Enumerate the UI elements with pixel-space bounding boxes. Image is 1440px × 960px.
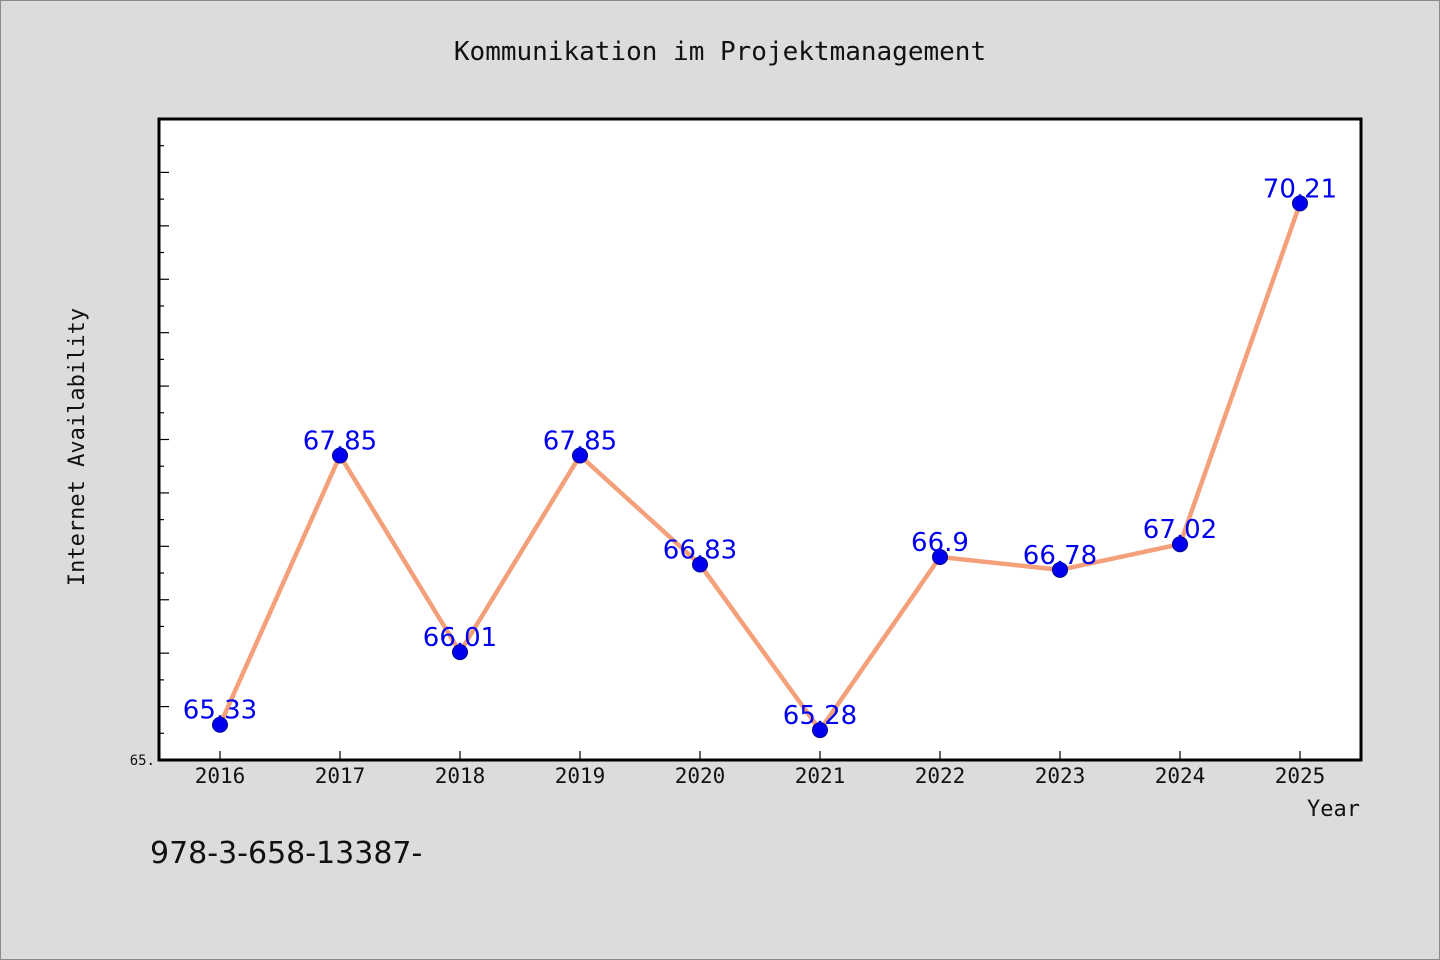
- data-markers: [212, 195, 1308, 739]
- data-point-marker: [1052, 561, 1068, 578]
- data-point-label: 66.78: [1023, 541, 1097, 571]
- x-tick-label: 2023: [1035, 764, 1086, 788]
- data-point-label: 65.33: [183, 696, 257, 726]
- plot-area: [159, 119, 1361, 760]
- x-tick-label: 2020: [675, 764, 726, 788]
- footnote-text: 978-3-658-13387-: [150, 836, 422, 871]
- x-axis-ticks: 2016 2017 2018 2019 2020 2021 2022 2023 2024 2025: [195, 751, 1326, 788]
- data-point-marker: [332, 447, 348, 464]
- data-point-marker: [452, 644, 468, 661]
- series-line: [217, 201, 1303, 733]
- y-tick-label: 65.: [130, 753, 155, 769]
- data-point-label: 65.28: [783, 701, 857, 731]
- y-axis-label: Internet Availability: [65, 308, 90, 586]
- data-point-label: 67.85: [543, 427, 617, 457]
- x-tick-label: 2018: [435, 764, 486, 788]
- data-point-label: 67.85: [303, 427, 377, 457]
- x-tick-label: 2017: [315, 764, 366, 788]
- data-point-marker: [572, 447, 588, 464]
- data-point-label: 66.9: [911, 528, 969, 558]
- data-labels: 65.33 67.85 66.01 67.85 66.83 65.28 66.9 66.78 6…: [183, 174, 1337, 731]
- data-point-marker: [932, 549, 948, 566]
- x-tick-label: 2025: [1275, 764, 1326, 788]
- x-tick-label: 2022: [915, 764, 966, 788]
- x-tick-label: 2019: [555, 764, 606, 788]
- data-point-marker: [1292, 195, 1308, 212]
- x-tick-label: 2021: [795, 764, 846, 788]
- data-point-label: 67.02: [1143, 515, 1217, 545]
- chart-title: Kommunikation im Projektmanagement: [454, 37, 986, 67]
- x-axis-label: Year: [1307, 797, 1360, 822]
- data-point-label: 66.83: [663, 535, 737, 565]
- data-point-marker: [692, 556, 708, 573]
- data-point-marker: [812, 722, 828, 739]
- data-point-label: 66.01: [423, 623, 497, 653]
- data-point-marker: [212, 716, 228, 733]
- data-point-marker: [1172, 536, 1188, 553]
- plot-frame: [157, 117, 1363, 762]
- x-tick-label: 2024: [1155, 764, 1206, 788]
- x-tick-label: 2016: [195, 764, 246, 788]
- data-point-label: 70.21: [1263, 174, 1337, 204]
